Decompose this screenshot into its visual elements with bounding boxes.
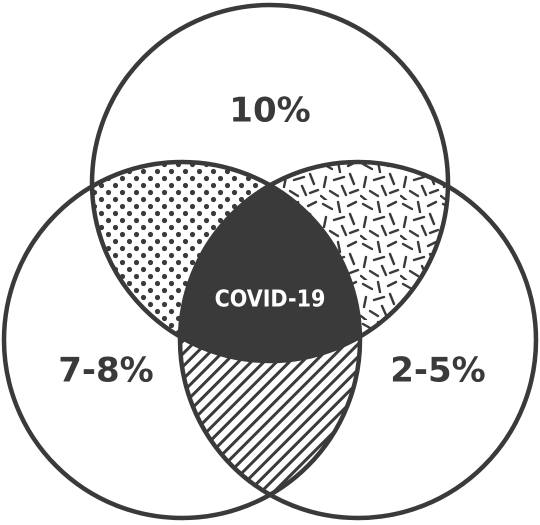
center-label: COVID-19 [215, 287, 326, 313]
top-region-label: 10% [229, 91, 310, 131]
circle-left [1, 159, 363, 521]
circle-top [89, 2, 451, 364]
left-region-label: 7-8% [58, 351, 154, 391]
right-region-label: 2-5% [390, 351, 486, 391]
circle-right [177, 159, 539, 521]
